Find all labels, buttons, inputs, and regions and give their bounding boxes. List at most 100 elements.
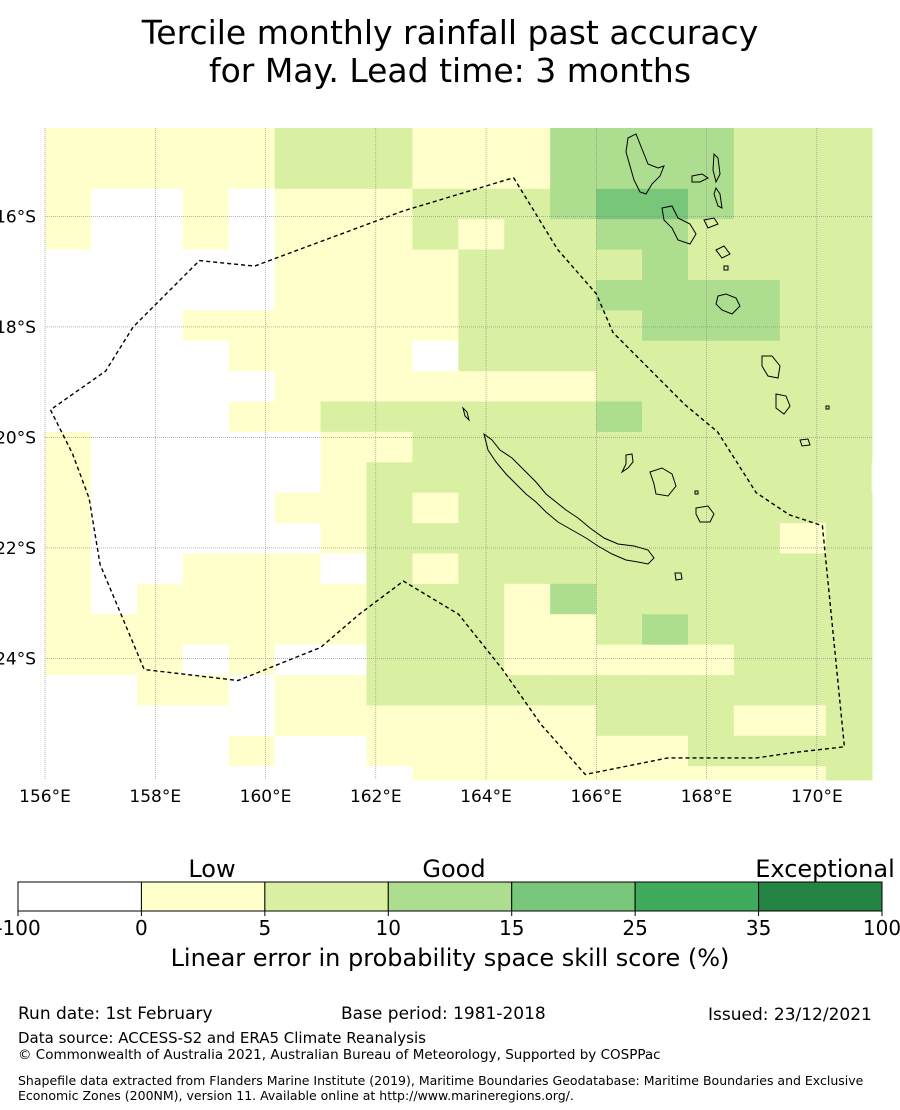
skill-cell <box>412 614 459 646</box>
skill-cell <box>550 766 597 781</box>
colorbar: -100 0 5 10 15 25 35 100 Low Good Exceptional L… <box>0 855 900 972</box>
skill-cell <box>228 249 276 281</box>
skill-cell <box>90 735 138 767</box>
coastline-belep <box>462 406 470 422</box>
skill-cell <box>871 462 873 494</box>
lon-tick-label: 164°E <box>460 787 512 807</box>
skill-cell <box>550 431 597 463</box>
skill-cell <box>642 219 689 251</box>
skill-cell <box>596 462 643 494</box>
skill-cell <box>274 219 322 251</box>
skill-cell <box>779 310 827 342</box>
skill-cell <box>274 492 322 524</box>
skill-cell <box>825 249 873 281</box>
skill-cell <box>274 523 322 554</box>
eez-boundary <box>49 177 846 776</box>
skill-cell <box>320 644 367 676</box>
skill-cell <box>136 249 184 281</box>
skill-cell <box>687 462 735 494</box>
data-source: Data source: ACCESS-S2 and ERA5 Climate … <box>18 1029 426 1047</box>
skill-cell <box>458 523 505 554</box>
skill-cell <box>642 188 689 220</box>
skill-cell <box>90 249 138 281</box>
map-gridlines <box>44 128 872 780</box>
skill-cell <box>550 614 597 646</box>
skill-cell <box>642 492 689 524</box>
skill-cell <box>90 462 138 494</box>
coastline-tiga <box>694 490 699 495</box>
skill-cell <box>550 310 597 342</box>
skill-cell <box>550 675 597 706</box>
skill-cell <box>871 371 873 403</box>
skill-cell <box>366 675 413 706</box>
colorbar-tick-label: 0 <box>135 916 148 940</box>
skill-cell <box>779 553 827 585</box>
skill-cell <box>45 219 92 251</box>
skill-cell <box>504 705 551 737</box>
skill-cell <box>596 644 643 676</box>
skill-cell <box>687 644 735 676</box>
lon-tick-label: 168°E <box>681 787 733 807</box>
skill-cell <box>596 219 643 251</box>
skill-cell <box>458 431 505 463</box>
skill-cell <box>45 462 92 494</box>
skill-cell <box>366 583 413 615</box>
skill-cell <box>136 614 184 646</box>
skill-cell <box>136 462 184 494</box>
skill-cell <box>504 219 551 251</box>
skill-cell <box>733 249 781 281</box>
skill-cell <box>228 675 276 706</box>
skill-cell <box>733 462 781 494</box>
skill-cell <box>550 158 597 190</box>
skill-cell <box>550 735 597 767</box>
skill-cell <box>182 431 230 463</box>
skill-cell <box>825 279 873 311</box>
skill-cell <box>825 523 873 554</box>
lon-tick-label: 156°E <box>19 787 71 807</box>
skill-cell <box>550 705 597 737</box>
coastline-ambrym <box>703 217 719 229</box>
skill-cell <box>136 188 184 220</box>
coastline-ouvea <box>620 453 634 474</box>
skill-cell <box>412 401 459 433</box>
skill-cell <box>825 644 873 676</box>
skill-cell <box>458 279 505 311</box>
skill-cell <box>45 583 92 615</box>
skill-cell <box>90 188 138 220</box>
skill-cell <box>45 188 92 220</box>
skill-cell <box>228 158 276 190</box>
skill-cell <box>90 553 138 585</box>
skill-cell <box>596 249 643 281</box>
skill-cell <box>550 340 597 372</box>
skill-cell <box>182 523 230 554</box>
skill-cell <box>687 340 735 372</box>
skill-cell <box>642 614 689 646</box>
skill-cell <box>366 492 413 524</box>
coastline-malekula <box>661 205 697 245</box>
skill-cell <box>687 766 735 781</box>
skill-cell <box>228 705 276 737</box>
skill-cell <box>458 188 505 220</box>
skill-cell <box>871 705 873 737</box>
skill-cell <box>136 735 184 767</box>
skill-cell <box>550 462 597 494</box>
skill-cell <box>642 249 689 281</box>
colorbar-box <box>758 881 883 912</box>
skill-cell <box>228 279 276 311</box>
skill-cell <box>136 675 184 706</box>
colorbar-boxes <box>17 881 883 912</box>
skill-cell <box>779 492 827 524</box>
skill-cell <box>90 401 138 433</box>
skill-cell <box>458 675 505 706</box>
skill-cell <box>825 735 873 767</box>
skill-cell <box>779 249 827 281</box>
skill-cell <box>136 401 184 433</box>
skill-cell <box>733 128 781 159</box>
skill-cell <box>458 705 505 737</box>
coastlines <box>462 133 830 581</box>
skill-cell <box>182 583 230 615</box>
skill-cell <box>90 219 138 251</box>
skill-cell <box>642 158 689 190</box>
skill-cell <box>45 735 92 767</box>
skill-cell <box>366 614 413 646</box>
